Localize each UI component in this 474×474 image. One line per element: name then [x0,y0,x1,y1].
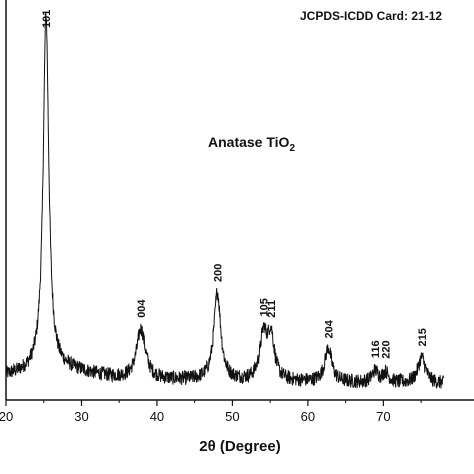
phase-label: Anatase TiO2 [208,134,295,154]
peak-label-105: 105 [258,298,270,316]
x-tick-label-20: 20 [0,409,13,424]
peak-label-215: 215 [417,328,429,346]
phase-label-main: Anatase TiO [208,134,290,150]
peak-label-211: 211 [266,300,278,318]
x-tick-label-30: 30 [74,409,88,424]
x-tick-label-60: 60 [301,409,315,424]
peak-label-101: 101 [41,10,53,28]
peak-label-200: 200 [212,264,224,282]
x-tick-label-70: 70 [376,409,390,424]
x-axis-tick-labels: 20 30 40 50 60 70 [0,409,391,424]
peak-label-204: 204 [323,319,335,338]
peak-label-004: 004 [136,299,148,318]
x-tick-label-40: 40 [150,409,164,424]
phase-label-subscript: 2 [289,143,295,154]
x-axis-ticks [5,400,422,406]
peak-label-220: 220 [381,340,393,358]
xrd-pattern-line [6,12,444,389]
card-label: JCPDS-ICDD Card: 21-12 [300,9,442,23]
x-tick-label-50: 50 [225,409,239,424]
x-axis-title: 2θ (Degree) [199,438,280,455]
peak-label-116: 116 [370,340,382,358]
